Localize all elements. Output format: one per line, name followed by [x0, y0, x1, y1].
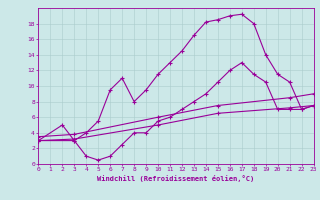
X-axis label: Windchill (Refroidissement éolien,°C): Windchill (Refroidissement éolien,°C)	[97, 175, 255, 182]
